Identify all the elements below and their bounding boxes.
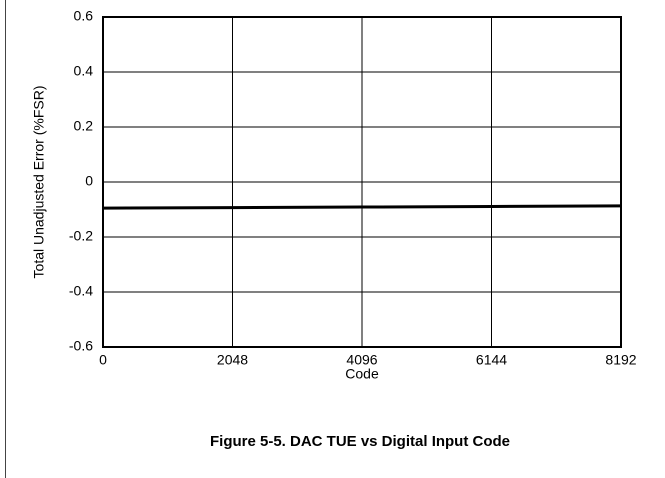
data-line xyxy=(102,204,622,210)
y-tick-label: 0.4 xyxy=(74,63,94,79)
x-tick-label: 2048 xyxy=(217,352,248,368)
y-axis-label: Total Unadjusted Error (%FSR) xyxy=(31,86,47,279)
x-tick-label: 4096 xyxy=(346,352,377,368)
y-tick-label: -0.6 xyxy=(69,338,93,354)
y-tick-label: 0.2 xyxy=(74,118,94,134)
y-tick-label: 0 xyxy=(85,173,93,189)
x-axis-label: Code xyxy=(345,366,379,382)
plot-frame xyxy=(102,16,622,348)
chart-title: Figure 5-5. DAC TUE vs Digital Input Cod… xyxy=(210,433,510,450)
x-tick-label: 6144 xyxy=(476,352,507,368)
x-tick-label: 8192 xyxy=(605,352,636,368)
y-tick-label: -0.2 xyxy=(69,228,93,244)
y-tick-label: -0.4 xyxy=(69,283,93,299)
y-tick-label: 0.6 xyxy=(74,8,94,24)
x-tick-label: 0 xyxy=(99,352,107,368)
